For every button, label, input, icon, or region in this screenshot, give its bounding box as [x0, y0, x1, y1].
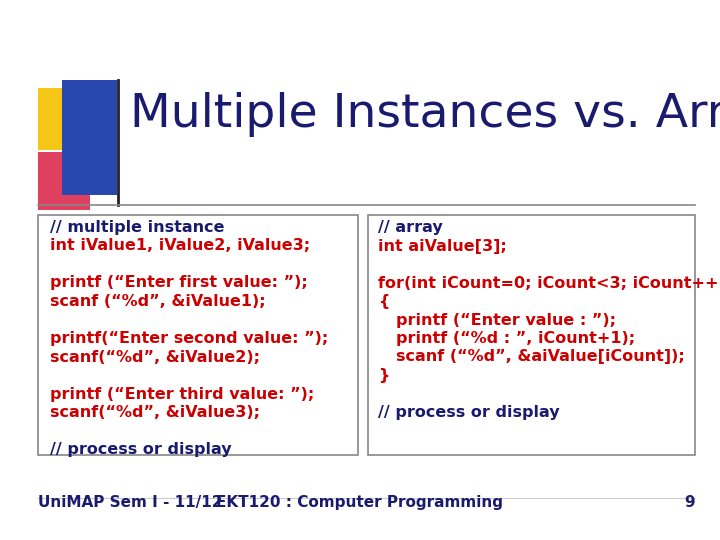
Text: printf (“%d : ”, iCount+1);: printf (“%d : ”, iCount+1);	[396, 331, 635, 346]
Text: EKT120 : Computer Programming: EKT120 : Computer Programming	[217, 495, 503, 510]
Text: int aiValue[3];: int aiValue[3];	[378, 239, 507, 253]
Bar	[38, 152, 90, 210]
Text: scanf (“%d”, &aiValue[iCount]);: scanf (“%d”, &aiValue[iCount]);	[396, 349, 685, 364]
Text: scanf(“%d”, &iValue2);: scanf(“%d”, &iValue2);	[50, 349, 260, 364]
Text: // array: // array	[378, 220, 443, 235]
Text: printf(“Enter second value: ”);: printf(“Enter second value: ”);	[50, 331, 328, 346]
Bar	[38, 215, 358, 455]
Text: 9: 9	[685, 495, 695, 510]
Text: // multiple instance: // multiple instance	[50, 220, 225, 235]
Text: scanf (“%d”, &iValue1);: scanf (“%d”, &iValue1);	[50, 294, 266, 309]
Bar	[38, 88, 90, 150]
Text: UniMAP Sem I - 11/12: UniMAP Sem I - 11/12	[38, 495, 222, 510]
Text: // process or display: // process or display	[50, 442, 232, 457]
Text: for(int iCount=0; iCount<3; iCount++): for(int iCount=0; iCount<3; iCount++)	[378, 275, 720, 291]
Text: Multiple Instances vs. Array: Multiple Instances vs. Array	[130, 92, 720, 137]
Text: {: {	[378, 294, 390, 309]
Text: int iValue1, iValue2, iValue3;: int iValue1, iValue2, iValue3;	[50, 239, 310, 253]
Bar	[62, 80, 117, 195]
Text: printf (“Enter first value: ”);: printf (“Enter first value: ”);	[50, 275, 307, 291]
Text: scanf(“%d”, &iValue3);: scanf(“%d”, &iValue3);	[50, 405, 260, 420]
Text: printf (“Enter value : ”);: printf (“Enter value : ”);	[396, 313, 616, 327]
Bar	[368, 215, 695, 455]
Text: }: }	[378, 368, 390, 383]
Text: // process or display: // process or display	[378, 405, 559, 420]
Text: printf (“Enter third value: ”);: printf (“Enter third value: ”);	[50, 387, 314, 402]
